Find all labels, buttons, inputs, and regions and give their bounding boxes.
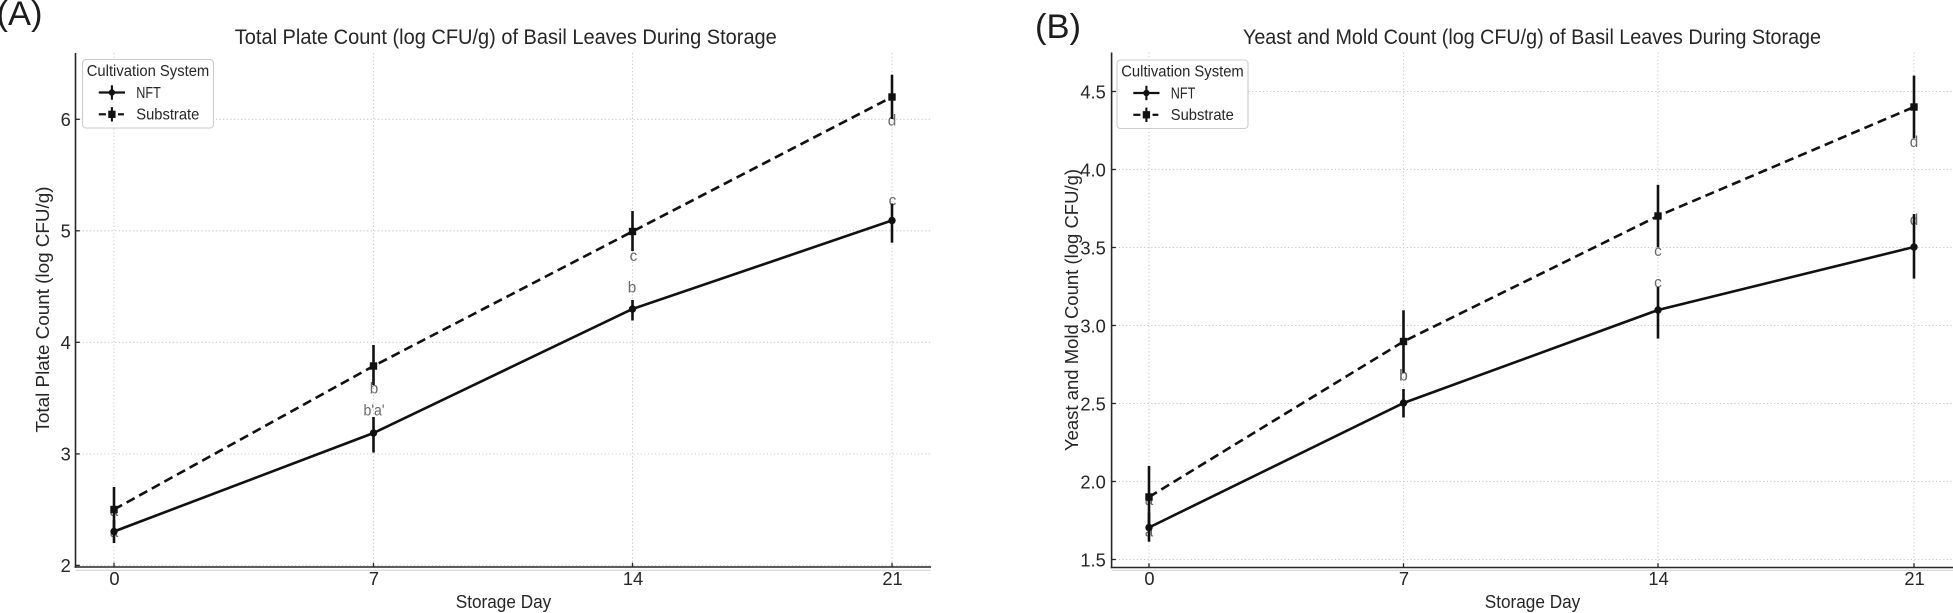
svg-text:21: 21 <box>882 568 902 589</box>
svg-text:d: d <box>1910 134 1919 151</box>
svg-text:NFT: NFT <box>1171 85 1196 102</box>
svg-text:2.5: 2.5 <box>1080 393 1105 414</box>
svg-text:d: d <box>888 112 897 129</box>
svg-text:b: b <box>370 380 379 397</box>
svg-text:c: c <box>889 192 897 209</box>
svg-text:3.5: 3.5 <box>1080 237 1105 258</box>
svg-text:21: 21 <box>1904 568 1924 589</box>
svg-text:Cultivation System: Cultivation System <box>1121 63 1244 80</box>
svg-text:Total Plate Count (log CFU/g): Total Plate Count (log CFU/g) <box>32 187 53 433</box>
svg-text:c: c <box>1654 243 1662 260</box>
svg-text:Substrate: Substrate <box>1171 107 1234 124</box>
svg-text:4.5: 4.5 <box>1080 81 1105 102</box>
svg-text:0: 0 <box>1144 568 1154 589</box>
svg-text:Yeast and Mold Count (log CFU/: Yeast and Mold Count (log CFU/g) of Basi… <box>1243 26 1821 49</box>
svg-text:2: 2 <box>61 555 71 576</box>
svg-text:14: 14 <box>623 568 643 589</box>
svg-text:5: 5 <box>61 221 71 242</box>
svg-text:Substrate: Substrate <box>136 107 199 124</box>
svg-text:Yeast and Mold Count (log CFU/: Yeast and Mold Count (log CFU/g) <box>1061 169 1082 451</box>
svg-text:1.5: 1.5 <box>1080 549 1105 570</box>
svg-text:c: c <box>1654 274 1662 291</box>
svg-text:(A): (A) <box>0 0 43 33</box>
svg-text:Total Plate Count (log CFU/g): Total Plate Count (log CFU/g) of Basil L… <box>235 26 777 49</box>
svg-text:7: 7 <box>1399 568 1409 589</box>
svg-text:3: 3 <box>61 444 71 465</box>
svg-text:Cultivation System: Cultivation System <box>87 63 210 80</box>
svg-text:c: c <box>630 248 638 265</box>
svg-text:2.0: 2.0 <box>1080 471 1105 492</box>
svg-text:b: b <box>628 279 637 296</box>
svg-text:b: b <box>1399 368 1408 385</box>
svg-text:6: 6 <box>61 109 71 130</box>
svg-text:0: 0 <box>109 568 119 589</box>
svg-text:b: b <box>1399 367 1408 384</box>
svg-text:Storage Day: Storage Day <box>456 591 552 612</box>
svg-text:14: 14 <box>1648 568 1668 589</box>
svg-text:4.0: 4.0 <box>1080 159 1105 180</box>
svg-text:b'a': b'a' <box>364 402 385 419</box>
svg-text:NFT: NFT <box>136 85 161 102</box>
svg-text:(B): (B) <box>1035 8 1081 46</box>
svg-text:7: 7 <box>369 568 379 589</box>
svg-text:Storage Day: Storage Day <box>1485 591 1581 612</box>
svg-text:3.0: 3.0 <box>1080 315 1105 336</box>
svg-text:4: 4 <box>61 332 71 353</box>
